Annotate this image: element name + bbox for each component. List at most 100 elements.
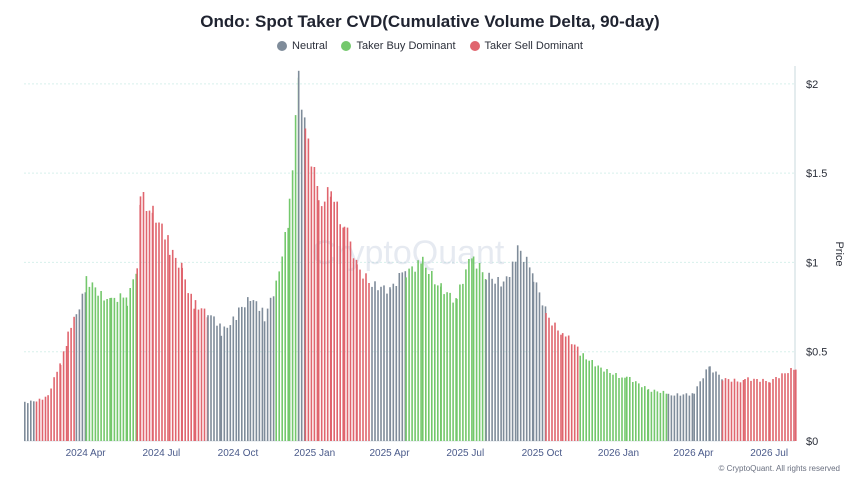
price-bar <box>548 317 550 441</box>
price-bar <box>73 316 75 441</box>
price-bar <box>174 257 177 441</box>
price-bar <box>161 223 163 441</box>
price-bar <box>291 170 294 442</box>
price-bar <box>472 256 475 441</box>
price-bar <box>638 383 640 441</box>
price-bar <box>793 369 795 441</box>
price-bar <box>594 366 596 441</box>
x-tick-label: 2026 Jan <box>598 448 639 459</box>
price-bar <box>712 372 714 441</box>
price-bar <box>158 222 160 441</box>
price-bar <box>38 398 41 441</box>
price-bar <box>135 273 137 441</box>
price-bar <box>641 387 643 441</box>
price-bar <box>659 392 662 441</box>
price-bar <box>670 395 673 441</box>
price-bar <box>468 259 470 441</box>
price-bar <box>673 395 676 441</box>
price-bar <box>126 305 128 441</box>
price-bar <box>440 283 442 441</box>
price-bar <box>395 286 398 441</box>
price-bar <box>588 360 590 441</box>
price-bar <box>368 283 370 441</box>
price-bar <box>148 210 151 441</box>
price-bar <box>491 278 493 441</box>
price-bar <box>339 224 341 441</box>
price-bar <box>44 396 47 441</box>
price-bar <box>414 271 416 441</box>
price-bar <box>356 264 358 441</box>
price-bar <box>343 226 346 441</box>
price-bar <box>505 276 508 441</box>
copyright-footer: © CryptoQuant. All rights reserved <box>718 464 841 473</box>
price-bar <box>288 198 291 441</box>
price-bar <box>207 315 209 441</box>
price-bar <box>249 301 252 441</box>
price-bar <box>216 325 218 441</box>
price-bar <box>449 292 451 441</box>
price-bar <box>471 258 473 441</box>
price-bar <box>110 297 113 441</box>
price-bar <box>219 323 221 441</box>
price-bar <box>349 241 352 441</box>
price-bar <box>762 378 764 441</box>
price-bar <box>181 267 183 441</box>
price-bar <box>478 263 481 441</box>
price-bar <box>676 393 679 441</box>
price-bar <box>431 271 433 441</box>
price-bar <box>97 295 99 441</box>
legend-item-sell[interactable]: Taker Sell Dominant <box>469 40 583 52</box>
price-bar <box>528 267 531 441</box>
price-bar <box>59 365 62 441</box>
price-bar <box>591 360 593 441</box>
price-bar <box>417 260 419 441</box>
price-bar <box>35 401 38 441</box>
price-bar <box>434 284 436 441</box>
price-bar <box>94 287 97 441</box>
price-bar <box>656 391 659 441</box>
price-bar <box>336 201 338 441</box>
price-bar <box>272 296 275 441</box>
price-bar <box>742 380 745 441</box>
price-bar <box>142 192 145 441</box>
price-bar <box>371 286 373 441</box>
x-tick-label: 2025 Jul <box>446 448 484 459</box>
legend-item-neutral[interactable]: Neutral <box>277 40 327 52</box>
price-bar <box>609 373 611 441</box>
price-bar <box>226 327 229 441</box>
price-bar <box>275 280 277 441</box>
price-bar <box>702 378 704 441</box>
price-bar <box>197 309 200 441</box>
price-bar <box>30 400 32 441</box>
price-bar <box>70 327 72 441</box>
price-bar <box>65 346 68 441</box>
legend-item-buy[interactable]: Taker Buy Dominant <box>341 40 456 52</box>
price-bar <box>210 315 212 441</box>
price-bar <box>106 299 108 441</box>
price-bar <box>443 294 445 441</box>
x-tick-label: 2025 Jan <box>294 448 335 459</box>
price-bar <box>736 381 739 441</box>
price-bar <box>428 274 430 441</box>
price-bar <box>50 388 52 441</box>
legend-sell-label: Taker Sell Dominant <box>484 40 583 52</box>
price-bar <box>497 277 499 441</box>
price-bar <box>352 258 355 441</box>
price-bar <box>465 269 467 441</box>
price-bar <box>316 186 319 441</box>
price-bar <box>88 286 91 441</box>
price-bar <box>119 293 122 441</box>
price-bar <box>561 333 564 441</box>
y-tick-label: $2 <box>806 79 818 91</box>
price-bar <box>398 273 401 441</box>
x-tick-label: 2025 Apr <box>369 448 410 459</box>
price-bar <box>624 377 626 441</box>
price-bar <box>125 297 128 441</box>
price-bar <box>342 227 344 441</box>
price-bar <box>485 280 487 441</box>
price-bar <box>41 399 44 441</box>
price-bar <box>266 308 269 441</box>
price-bar <box>437 285 439 441</box>
price-bar <box>164 239 166 441</box>
price-bar <box>374 281 376 441</box>
